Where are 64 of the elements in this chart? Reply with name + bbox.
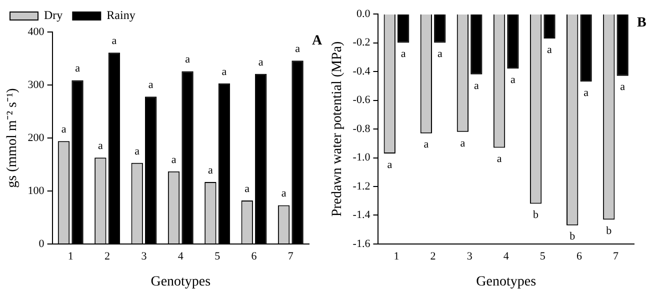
x-tick-label: 1: [394, 250, 400, 262]
data-label: a: [437, 48, 442, 60]
y-tick-label: -0.8: [352, 122, 371, 135]
y-tick-label: 400: [28, 26, 45, 38]
data-label: a: [460, 137, 466, 150]
data-label: a: [584, 86, 589, 99]
data-label: a: [208, 164, 213, 176]
data-label: a: [171, 154, 176, 166]
data-label: a: [400, 48, 406, 60]
data-label: a: [112, 35, 117, 48]
data-label: a: [75, 62, 80, 75]
y-tick-label: 200: [28, 132, 45, 144]
data-label: b: [570, 230, 576, 243]
data-label: a: [222, 66, 227, 78]
x-tick-label: 4: [503, 250, 510, 262]
x-tick-label: 5: [540, 250, 546, 262]
data-label: a: [547, 44, 552, 56]
data-label: b: [606, 224, 612, 237]
y-tick-label: 0.0: [356, 8, 371, 20]
data-label: b: [533, 209, 540, 222]
data-label: a: [496, 153, 502, 166]
x-axis-title: Genotypes: [476, 274, 536, 290]
data-label: a: [148, 79, 154, 92]
x-tick-label: 2: [430, 250, 436, 262]
y-axis-title: gs (mmol m⁻² s⁻¹): [5, 88, 20, 188]
data-label: a: [424, 138, 429, 151]
data-label: a: [244, 182, 250, 195]
y-tick-label: -1.4: [352, 209, 371, 222]
y-tick-label: 100: [28, 184, 45, 197]
x-tick-label: 3: [141, 250, 148, 262]
y-tick-label: -0.4: [352, 65, 371, 78]
data-label: a: [98, 140, 103, 152]
data-label: a: [185, 54, 190, 66]
x-tick-label: 3: [466, 250, 473, 262]
data-label: a: [387, 158, 392, 171]
x-tick-label: 1: [68, 250, 74, 262]
y-axis-title: Predawn water potential (MPa): [330, 41, 346, 217]
x-tick-label: 4: [178, 250, 184, 262]
y-tick-label: 300: [28, 78, 45, 91]
y-tick-label: -1.0: [352, 152, 371, 164]
data-label: a: [61, 124, 66, 136]
text: A: [312, 34, 323, 49]
y-tick-label: -0.6: [352, 94, 371, 106]
data-label: a: [258, 56, 264, 68]
y-tick-label: -1.6: [352, 238, 371, 250]
data-label: a: [295, 43, 300, 56]
data-label: a: [281, 188, 286, 200]
y-tick-label: -0.2: [352, 36, 370, 49]
x-tick-label: 7: [288, 250, 294, 262]
x-tick-label: 7: [612, 250, 619, 262]
data-label: a: [510, 74, 516, 86]
data-label: a: [134, 145, 140, 158]
text: B: [637, 16, 646, 31]
x-axis-title: Genotypes: [150, 274, 211, 290]
data-label: a: [474, 80, 479, 92]
x-tick-label: 6: [251, 250, 258, 262]
x-tick-label: 6: [576, 250, 582, 262]
y-tick-label: 0: [38, 238, 45, 250]
legend-label: Rainy: [106, 8, 136, 22]
x-tick-label: 5: [214, 250, 221, 262]
data-label: a: [620, 81, 626, 94]
x-tick-label: 2: [104, 250, 110, 262]
y-tick-label: -1.2: [352, 180, 370, 192]
legend-label: Dry: [44, 8, 63, 22]
